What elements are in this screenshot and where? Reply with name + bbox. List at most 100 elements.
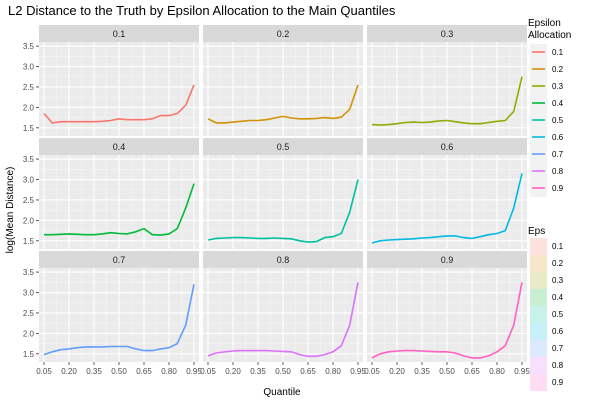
facet-strip-label: 0.6	[441, 142, 454, 152]
facet-strip-label: 0.9	[441, 255, 454, 265]
facet-panel-0.5: 0.5	[203, 138, 363, 249]
legend2-key	[530, 357, 547, 374]
y-tick-label: 3.5	[23, 42, 35, 51]
legend-entry-label: 0.3	[552, 82, 564, 91]
facet-strip	[203, 138, 363, 155]
y-tick-label: 2.5	[23, 309, 35, 318]
legend-entry-label: 0.5	[552, 116, 564, 125]
x-tick-label: 0.05	[200, 367, 216, 376]
facet-panel-0.6: 0.6	[367, 138, 527, 249]
y-tick-label: 2.0	[23, 329, 35, 338]
series-line-0.8	[207, 282, 359, 358]
series-line-0.5	[207, 179, 359, 243]
legend-entry-label: 0.2	[552, 65, 564, 74]
facet-strip-label: 0.3	[441, 29, 454, 39]
x-tick-label: 0.20	[389, 367, 405, 376]
x-tick-label: 0.05	[36, 367, 52, 376]
facet-strip-label: 0.8	[277, 255, 290, 265]
y-tick-label: 1.5	[23, 124, 35, 133]
x-tick-label: 0.65	[300, 367, 316, 376]
facet-panel-0.2: 0.2	[203, 25, 363, 136]
series-line-0.2	[207, 84, 359, 124]
x-tick-label: 0.50	[275, 367, 291, 376]
x-tick-label: 0.95	[514, 367, 530, 376]
facet-strip	[367, 25, 527, 42]
x-tick-label: 0.95	[186, 367, 202, 376]
x-tick-label: 0.65	[464, 367, 480, 376]
x-tick-label: 0.35	[86, 367, 102, 376]
facet-panel-0.1: 0.1 1.5 2.0 2.5 3.0 3.5	[23, 25, 199, 136]
chart-title: L2 Distance to the Truth by Epsilon Allo…	[8, 3, 396, 18]
y-tick-label: 3.5	[23, 155, 35, 164]
facet-strip-label: 0.7	[113, 255, 126, 265]
x-tick-label: 0.50	[439, 367, 455, 376]
legend-eps: Eps 0.1 0.2 0.3 0.4 0.5 0.6 0.7 0.8 0.9	[528, 226, 564, 391]
legend-entry-label: 0.8	[552, 167, 564, 176]
legend2-entry-label: 0.3	[552, 276, 564, 285]
facet-panel-0.7: 0.7 1.5 2.0 2.5 3.0 3.5 0.05 0.20 0.35 0.50 0.65 0.…	[23, 251, 202, 376]
facet-strip	[203, 25, 363, 42]
series-line-0.1	[43, 84, 195, 124]
x-axis-label: Quantile	[263, 387, 301, 398]
legend-epsilon-allocation: Epsilon Allocation 0.1 0.2 0.3 0.4 0.5 0.6 0.7…	[528, 18, 571, 197]
x-tick-label: 0.80	[325, 367, 341, 376]
y-tick-label: 3.5	[23, 268, 35, 277]
y-axis-label: log(Mean Distance)	[5, 167, 16, 254]
legend2-key	[530, 306, 547, 323]
legend2-key	[530, 374, 547, 391]
facet-strip-label: 0.5	[277, 142, 290, 152]
facet-panel-0.3: 0.3	[367, 25, 527, 136]
legend2-entry-label: 0.4	[552, 293, 564, 302]
x-tick-label: 0.35	[414, 367, 430, 376]
facet-strip	[39, 251, 199, 268]
series-line-0.9	[371, 282, 523, 359]
y-tick-label: 1.5	[23, 237, 35, 246]
legend2-entry-label: 0.8	[552, 361, 564, 370]
y-tick-label: 2.5	[23, 83, 35, 92]
y-tick-label: 3.0	[23, 63, 35, 72]
y-tick-label: 1.5	[23, 350, 35, 359]
legend2-entry-label: 0.7	[552, 344, 564, 353]
legend2-key	[530, 272, 547, 289]
legend2-entry-label: 0.5	[552, 310, 564, 319]
x-tick-label: 0.65	[136, 367, 152, 376]
y-tick-label: 2.0	[23, 216, 35, 225]
legend-title-line1: Epsilon	[528, 18, 561, 29]
x-tick-label: 0.95	[350, 367, 366, 376]
legend-entry-label: 0.9	[552, 184, 564, 193]
x-tick-label: 0.20	[225, 367, 241, 376]
y-tick-label: 3.0	[23, 176, 35, 185]
legend-entry-label: 0.7	[552, 150, 564, 159]
facet-strip	[39, 138, 199, 155]
facet-strip	[39, 25, 199, 42]
series-line-0.3	[371, 76, 523, 126]
legend2-key	[530, 323, 547, 340]
series-line-0.6	[371, 173, 523, 244]
x-tick-label: 0.80	[161, 367, 177, 376]
x-tick-label: 0.20	[61, 367, 77, 376]
legend2-key	[530, 238, 547, 255]
legend2-entry-label: 0.9	[552, 378, 564, 387]
legend2-entry-label: 0.2	[552, 259, 564, 268]
y-tick-label: 2.5	[23, 196, 35, 205]
legend-entry-label: 0.4	[552, 99, 564, 108]
facet-strip	[367, 251, 527, 268]
facet-panel-0.9: 0.9 0.05 0.20 0.35 0.50 0.65 0.80 0.95	[364, 251, 530, 376]
legend2-entry-label: 0.1	[552, 242, 564, 251]
y-tick-label: 3.0	[23, 289, 35, 298]
legend2-key	[530, 255, 547, 272]
facet-strip	[367, 138, 527, 155]
facet-strip-label: 0.4	[113, 142, 126, 152]
series-line-0.4	[44, 183, 195, 236]
legend-entry-label: 0.6	[552, 133, 564, 142]
facet-panel-0.8: 0.8 0.05 0.20 0.35 0.50 0.65 0.80 0.95	[200, 251, 366, 376]
legend-entry-label: 0.1	[552, 48, 564, 57]
y-tick-label: 2.0	[23, 103, 35, 112]
legend2-entry-label: 0.6	[552, 327, 564, 336]
series-line-0.7	[43, 284, 195, 356]
x-tick-label: 0.50	[111, 367, 127, 376]
x-tick-label: 0.35	[250, 367, 266, 376]
facet-strip-label: 0.1	[113, 29, 126, 39]
